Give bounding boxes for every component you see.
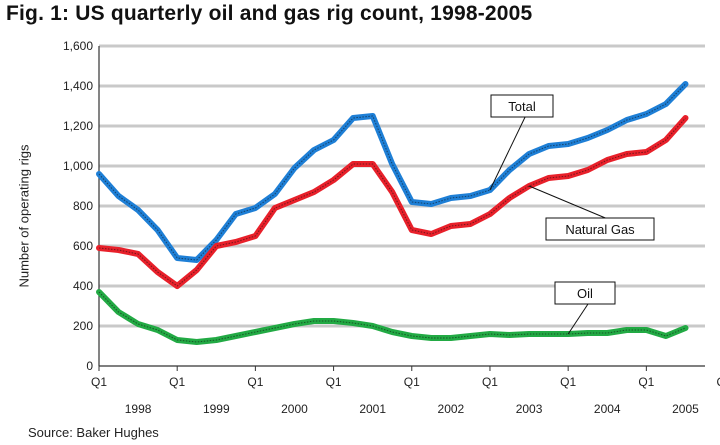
x-year-label: 2000 <box>281 402 308 416</box>
chart-title: Fig. 1: US quarterly oil and gas rig cou… <box>6 2 533 25</box>
series-dots-oil <box>98 291 686 343</box>
callout-label-natural-gas: Natural Gas <box>565 222 635 237</box>
x-year-label: 2003 <box>516 402 543 416</box>
y-tick-label: 1,000 <box>63 159 93 173</box>
source-note: Source: Baker Hughes <box>28 425 159 440</box>
x-year-label: 2002 <box>438 402 465 416</box>
x-tick-label: Q1 <box>560 375 576 389</box>
x-year-label: 2005 <box>672 402 699 416</box>
y-tick-label: 1,400 <box>63 79 93 93</box>
x-tick-label: Q1 <box>326 375 342 389</box>
series-layer <box>96 81 689 345</box>
x-tick-label: Q1 <box>482 375 498 389</box>
y-axis-label: Number of operating rigs <box>16 144 32 288</box>
x-tick-label: Q1 <box>404 375 420 389</box>
x-tick-label: Q1 <box>638 375 654 389</box>
y-tick-label: 600 <box>73 239 93 253</box>
callout-label-total: Total <box>508 99 536 114</box>
callout-box-oil <box>554 281 616 305</box>
callout-box-natural-gas <box>545 217 655 241</box>
x-tick-label: Q1 <box>169 375 185 389</box>
callout-layer: Total Natural Gas Oil <box>489 94 655 335</box>
callout-leader-oil <box>567 303 589 335</box>
x-year-label: 2004 <box>594 402 621 416</box>
y-tick-label: 200 <box>73 319 93 333</box>
x-tick-label: Q1 <box>91 375 107 389</box>
callout-leader-natural-gas <box>528 185 606 219</box>
y-tick-label: 1,600 <box>63 39 93 53</box>
axis-layer <box>98 46 705 371</box>
x-year-label: 1999 <box>203 402 230 416</box>
callout-leader-total <box>489 116 526 191</box>
x-year-label: 2001 <box>359 402 386 416</box>
callout-box-total <box>490 94 554 118</box>
series-dots-natural-gas <box>98 117 686 287</box>
tick-layer: 0 200 400 600 800 1,000 1,200 1,400 1,600 Q1 Q1 Q1 Q… <box>63 39 720 416</box>
callout-label-oil: Oil <box>577 286 593 301</box>
y-tick-label: 1,200 <box>63 119 93 133</box>
y-tick-label: 400 <box>73 279 93 293</box>
x-tick-label: Q1 <box>717 375 720 389</box>
x-year-label: 1998 <box>125 402 152 416</box>
y-tick-label: 800 <box>73 199 93 213</box>
x-tick-label: Q1 <box>247 375 263 389</box>
y-tick-label: 0 <box>86 359 93 373</box>
series-dots-total <box>98 83 686 261</box>
